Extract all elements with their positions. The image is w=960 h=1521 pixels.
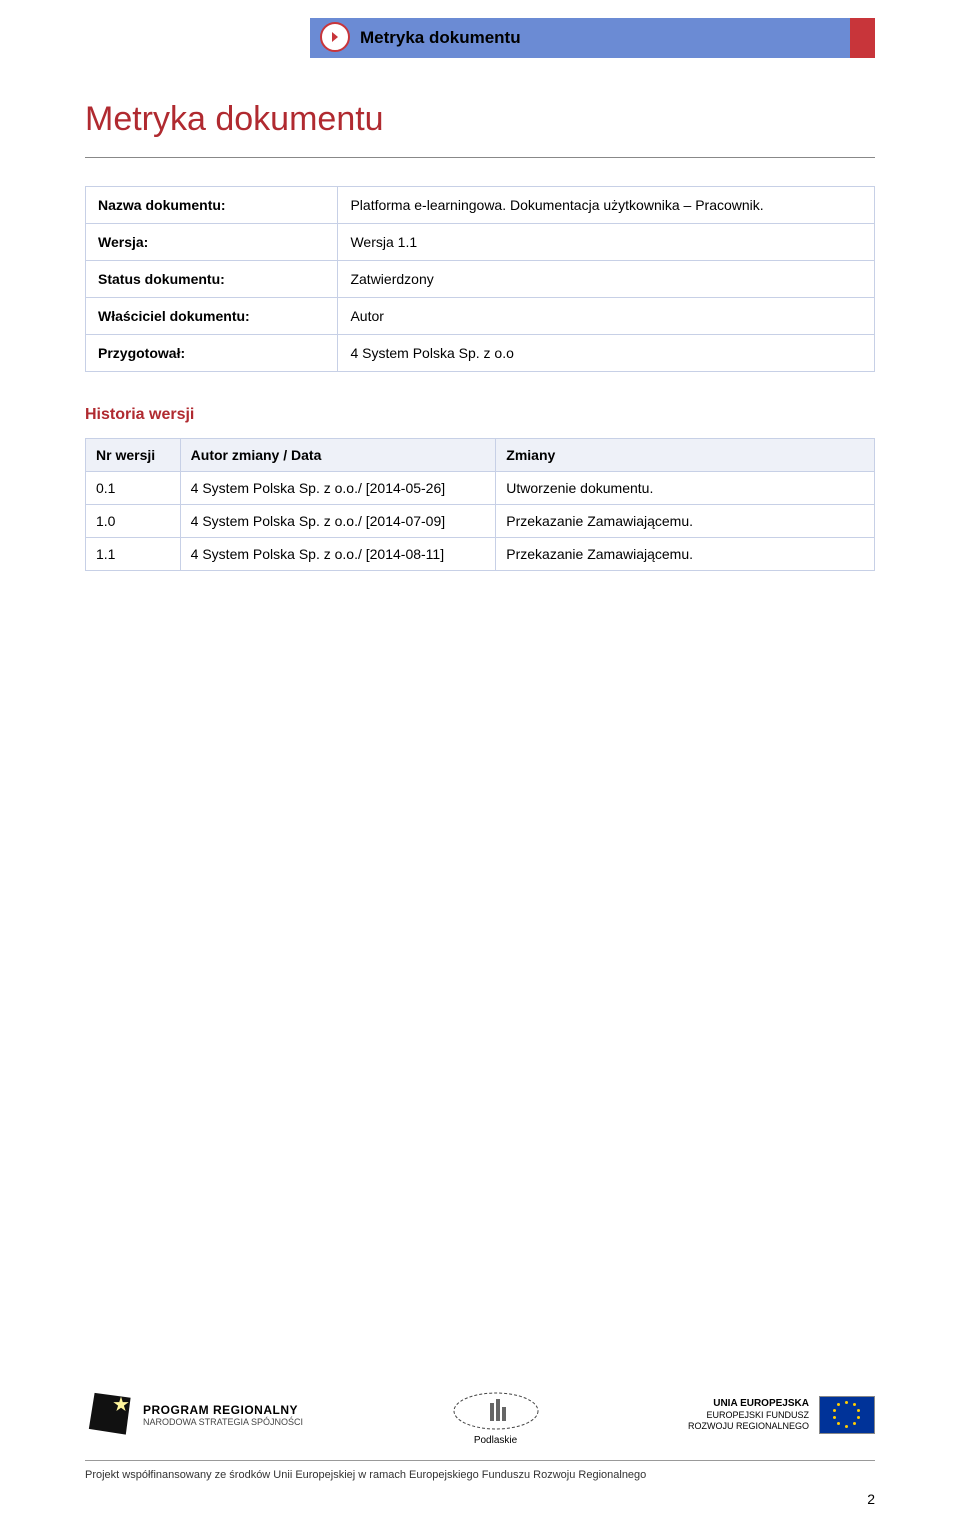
meta-value: Zatwierdzony [338,261,875,298]
meta-label: Wersja: [86,224,338,261]
header-band: Metryka dokumentu [310,18,850,58]
eu-flag-icon [819,1396,875,1434]
history-title: Historia wersji [85,406,875,424]
program-regionalny-icon [85,1391,133,1439]
logo-left-text: PROGRAM REGIONALNY NARODOWA STRATEGIA SP… [143,1403,303,1427]
logo-right-line1: UNIA EUROPEJSKA [688,1398,809,1410]
history-row: 1.1 4 System Polska Sp. z o.o./ [2014-08… [86,538,875,571]
history-col-nr: Nr wersji [86,439,181,472]
meta-value: 4 System Polska Sp. z o.o [338,335,875,372]
meta-row: Właściciel dokumentu: Autor [86,298,875,335]
footer: PROGRAM REGIONALNY NARODOWA STRATEGIA SP… [85,1383,875,1481]
meta-value: Wersja 1.1 [338,224,875,261]
meta-value: Autor [338,298,875,335]
meta-table: Nazwa dokumentu: Platforma e-learningowa… [85,186,875,372]
meta-label: Przygotował: [86,335,338,372]
logo-right-line3: ROZWOJU REGIONALNEGO [688,1421,809,1432]
meta-label: Status dokumentu: [86,261,338,298]
history-cell-author: 4 System Polska Sp. z o.o./ [2014-05-26] [180,472,496,505]
history-cell-nr: 1.0 [86,505,181,538]
logo-podlaskie: Podlaskie [446,1383,546,1446]
header-red-accent [850,18,875,58]
footer-caption: Projekt współfinansowany ze środków Unii… [85,1469,875,1481]
meta-label: Właściciel dokumentu: [86,298,338,335]
meta-row: Status dokumentu: Zatwierdzony [86,261,875,298]
history-cell-nr: 0.1 [86,472,181,505]
history-row: 1.0 4 System Polska Sp. z o.o./ [2014-07… [86,505,875,538]
meta-row: Przygotował: 4 System Polska Sp. z o.o [86,335,875,372]
header-band-text: Metryka dokumentu [360,28,521,48]
meta-row: Wersja: Wersja 1.1 [86,224,875,261]
meta-label: Nazwa dokumentu: [86,187,338,224]
logo-program-regionalny: PROGRAM REGIONALNY NARODOWA STRATEGIA SP… [85,1391,303,1439]
history-cell-author: 4 System Polska Sp. z o.o./ [2014-08-11] [180,538,496,571]
podlaskie-icon [446,1383,546,1433]
history-cell-change: Utworzenie dokumentu. [496,472,875,505]
history-table: Nr wersji Autor zmiany / Data Zmiany 0.1… [85,438,875,571]
history-cell-author: 4 System Polska Sp. z o.o./ [2014-07-09] [180,505,496,538]
meta-row: Nazwa dokumentu: Platforma e-learningowa… [86,187,875,224]
history-header-row: Nr wersji Autor zmiany / Data Zmiany [86,439,875,472]
footer-logos: PROGRAM REGIONALNY NARODOWA STRATEGIA SP… [85,1383,875,1446]
history-row: 0.1 4 System Polska Sp. z o.o./ [2014-05… [86,472,875,505]
logo-left-line1: PROGRAM REGIONALNY [143,1403,303,1417]
page-number: 2 [867,1491,875,1507]
meta-value: Platforma e-learningowa. Dokumentacja uż… [338,187,875,224]
title-rule [85,157,875,158]
history-col-author: Autor zmiany / Data [180,439,496,472]
history-col-changes: Zmiany [496,439,875,472]
logo-right-text: UNIA EUROPEJSKA EUROPEJSKI FUNDUSZ ROZWO… [688,1398,809,1432]
history-cell-change: Przekazanie Zamawiającemu. [496,505,875,538]
eu-stars [833,1401,861,1429]
logo-center-label: Podlaskie [446,1435,546,1446]
footer-rule [85,1460,875,1461]
logo-left-line2: NARODOWA STRATEGIA SPÓJNOŚCI [143,1417,303,1427]
logo-eu: UNIA EUROPEJSKA EUROPEJSKI FUNDUSZ ROZWO… [688,1396,875,1434]
content: Metryka dokumentu Nazwa dokumentu: Platf… [0,0,960,571]
history-cell-change: Przekazanie Zamawiającemu. [496,538,875,571]
header-arrow-icon [320,22,350,52]
logo-right-line2: EUROPEJSKI FUNDUSZ [688,1410,809,1421]
page-title: Metryka dokumentu [85,100,875,139]
history-cell-nr: 1.1 [86,538,181,571]
